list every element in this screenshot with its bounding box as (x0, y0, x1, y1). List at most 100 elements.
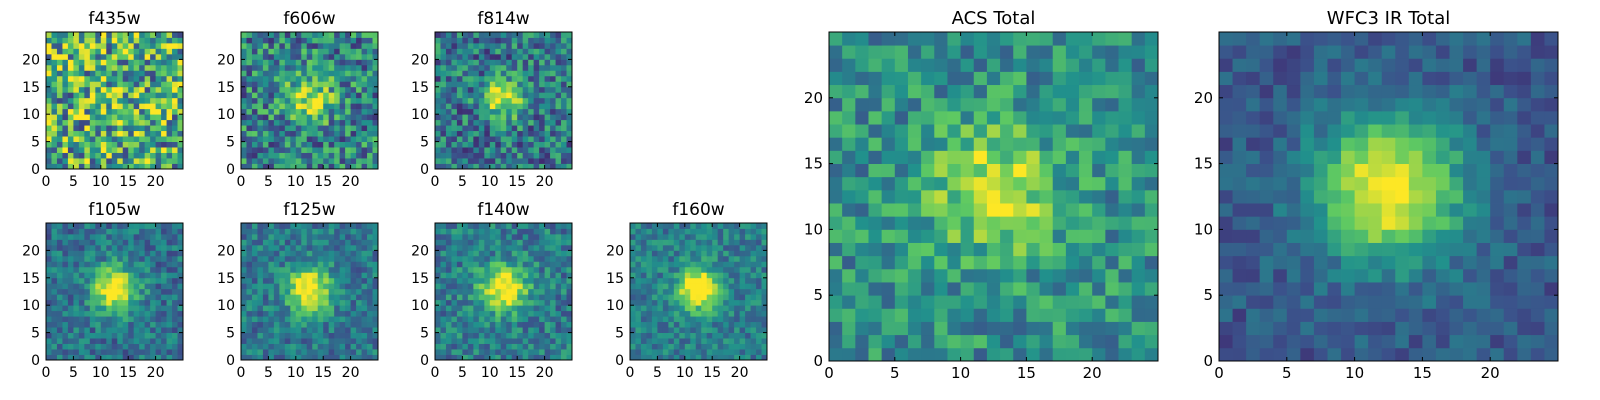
pixel (868, 216, 883, 230)
pixel (881, 163, 896, 178)
pixel (312, 130, 319, 137)
pixel (155, 277, 162, 284)
pixel (46, 48, 52, 55)
pixel (372, 32, 379, 38)
pixel (122, 64, 129, 71)
pixel (284, 343, 291, 350)
pixel (435, 354, 441, 361)
pixel (334, 152, 341, 159)
pixel (881, 321, 896, 336)
pixel (150, 81, 156, 88)
pixel (745, 310, 751, 317)
pixel (122, 37, 129, 44)
pixel (155, 75, 162, 82)
pixel (533, 64, 540, 71)
pixel (706, 244, 713, 251)
pixel (46, 114, 52, 121)
pixel (528, 158, 535, 164)
pixel (435, 59, 441, 66)
pixel (1131, 176, 1146, 191)
pixel (279, 108, 286, 115)
pixel (78, 349, 85, 355)
pixel (73, 152, 80, 159)
pixel (1065, 189, 1080, 204)
pixel (478, 272, 485, 279)
pixel (111, 332, 118, 339)
pixel (1052, 242, 1067, 257)
pixel (312, 59, 319, 66)
pixel (706, 223, 713, 229)
pixel (339, 103, 346, 110)
pixel (166, 97, 173, 104)
pixel (350, 316, 357, 323)
pixel (361, 305, 368, 312)
pixel (734, 305, 740, 312)
pixel (166, 343, 173, 350)
pixel (511, 266, 518, 273)
pixel (456, 233, 463, 240)
pixel (561, 327, 567, 333)
pixel (478, 163, 485, 170)
pixel (246, 92, 253, 99)
pixel (56, 288, 63, 295)
pixel (106, 42, 113, 49)
pixel (539, 288, 545, 295)
pixel (334, 223, 341, 229)
pixel (907, 189, 922, 204)
pixel (257, 239, 264, 246)
pixel (934, 334, 948, 349)
pixel (144, 316, 151, 323)
pixel (640, 223, 647, 229)
pixel (73, 158, 80, 164)
pixel (435, 316, 441, 323)
pixel (46, 288, 52, 295)
pixel (1052, 334, 1067, 349)
pixel (467, 288, 474, 295)
pixel (440, 103, 447, 110)
pixel (317, 81, 324, 88)
pixel (668, 266, 675, 273)
pixel (986, 189, 1001, 204)
pixel (273, 338, 280, 344)
pixel (106, 103, 113, 110)
pixel (284, 255, 291, 262)
pixel (106, 250, 113, 257)
pixel (679, 321, 686, 328)
pixel (279, 228, 286, 235)
pixel (356, 119, 362, 126)
pixel (251, 125, 258, 132)
pixel (251, 223, 258, 229)
pixel (679, 316, 686, 323)
pixel (290, 316, 297, 323)
pixel (756, 277, 762, 284)
pixel (561, 81, 567, 88)
pixel (517, 108, 524, 115)
pixel (539, 266, 545, 273)
pixel (673, 310, 680, 317)
pixel (500, 136, 507, 142)
pixel (500, 288, 507, 295)
pixel (111, 152, 118, 159)
pixel (522, 255, 529, 262)
pixel (350, 48, 357, 55)
pixel (46, 277, 52, 284)
pixel (1039, 163, 1054, 178)
pixel (462, 305, 469, 312)
pixel (894, 150, 909, 164)
pixel (750, 316, 757, 323)
pixel (517, 316, 524, 323)
pixel (756, 239, 762, 246)
pixel (301, 250, 308, 257)
pixel (273, 81, 280, 88)
pixel (78, 338, 85, 344)
pixel (122, 316, 129, 323)
pixel (484, 255, 491, 262)
pixel (701, 272, 708, 279)
pixel (1026, 308, 1040, 322)
pixel (561, 277, 567, 284)
pixel (290, 75, 297, 82)
pixel (290, 37, 297, 44)
pixel (241, 42, 247, 49)
pixel (312, 266, 319, 273)
